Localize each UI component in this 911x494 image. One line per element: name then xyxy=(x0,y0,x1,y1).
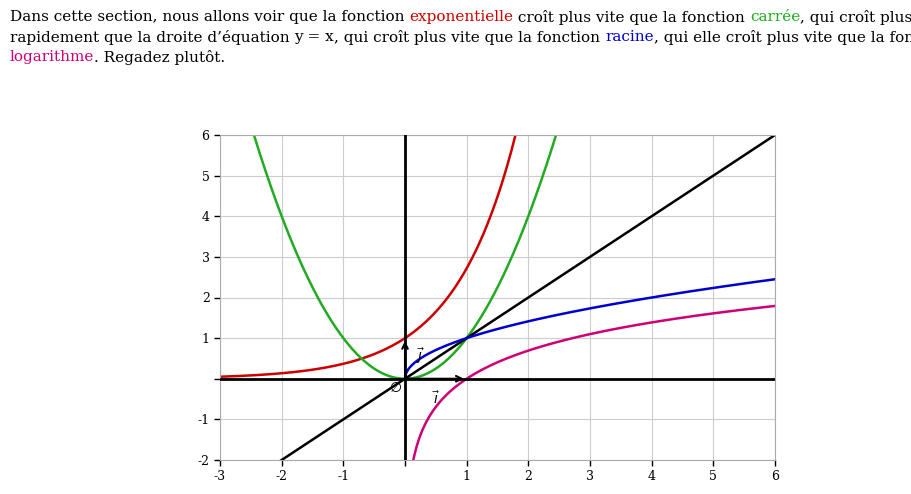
Text: Dans cette section, nous allons voir que la fonction: Dans cette section, nous allons voir que… xyxy=(10,10,409,24)
Text: , qui croît plus: , qui croît plus xyxy=(799,10,911,25)
Text: $\emptyset$: $\emptyset$ xyxy=(389,381,402,395)
Text: rapidement que la droite d’équation: rapidement que la droite d’équation xyxy=(10,30,294,45)
Text: $\vec{\imath}$: $\vec{\imath}$ xyxy=(431,390,439,407)
Text: carrée: carrée xyxy=(749,10,799,24)
Text: . Regadez plutôt.: . Regadez plutôt. xyxy=(94,50,225,65)
Text: , qui elle croît plus vite que la fonction: , qui elle croît plus vite que la foncti… xyxy=(653,30,911,45)
Text: logarithme: logarithme xyxy=(10,50,94,64)
Text: exponentielle: exponentielle xyxy=(409,10,513,24)
Text: racine: racine xyxy=(605,30,653,44)
Text: $\vec{\jmath}$: $\vec{\jmath}$ xyxy=(415,347,425,366)
Text: croît plus vite que la fonction: croît plus vite que la fonction xyxy=(513,10,749,25)
Text: , qui croît plus vite que la fonction: , qui croît plus vite que la fonction xyxy=(334,30,605,45)
Text: y = x: y = x xyxy=(294,30,334,44)
